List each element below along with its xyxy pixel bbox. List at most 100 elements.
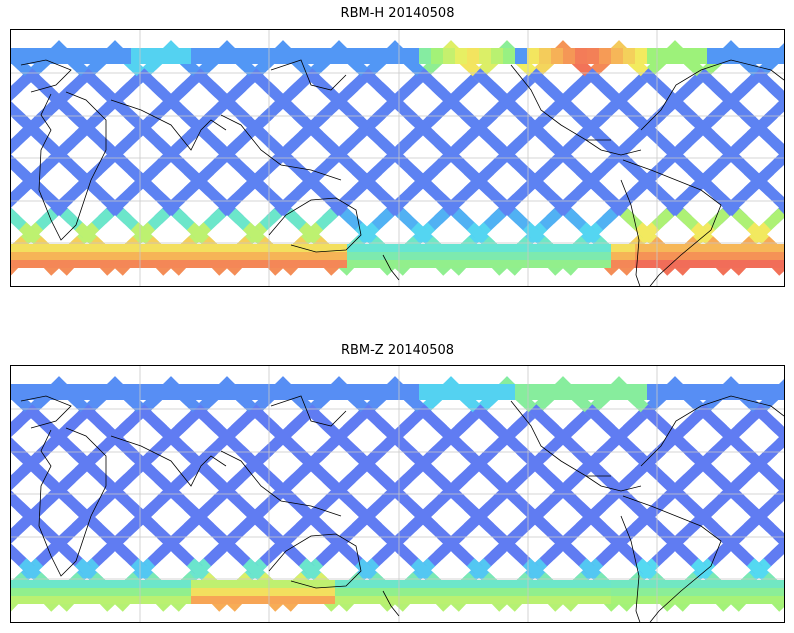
polar-cell [239, 48, 251, 56]
polar-cell [455, 56, 467, 64]
swath-segment [770, 474, 784, 496]
polar-cell [623, 48, 635, 56]
polar-cell [275, 48, 287, 56]
polar-cell [647, 48, 659, 56]
polar-cell [695, 56, 707, 64]
polar-cell [275, 244, 287, 252]
polar-cell [311, 244, 323, 252]
polar-cell [659, 596, 671, 604]
polar-cell [239, 596, 251, 604]
polar-cell [431, 244, 443, 252]
polar-cell [167, 384, 179, 392]
polar-cell [155, 588, 167, 596]
polar-cell [215, 392, 227, 400]
polar-cell [515, 392, 527, 400]
polar-cell [107, 384, 119, 392]
polar-cell [143, 260, 155, 268]
polar-cell [251, 244, 263, 252]
polar-cell [287, 588, 299, 596]
polar-cell [563, 56, 575, 64]
polar-cell [707, 392, 719, 400]
polar-cell [767, 384, 779, 392]
polar-cell [275, 56, 287, 64]
polar-cell [707, 580, 719, 588]
polar-cell [131, 260, 143, 268]
coastline [38, 427, 107, 577]
polar-cell [95, 392, 107, 400]
polar-cell [671, 252, 683, 260]
polar-cell [431, 56, 443, 64]
polar-cell [275, 392, 287, 400]
polar-cell [47, 392, 59, 400]
polar-cell [623, 580, 635, 588]
polar-cell [299, 56, 311, 64]
polar-cell [455, 252, 467, 260]
polar-cell [383, 244, 395, 252]
polar-cell [575, 580, 587, 588]
polar-cell [443, 384, 455, 392]
polar-cell [347, 588, 359, 596]
polar-cell [227, 580, 239, 588]
polar-cell [575, 48, 587, 56]
polar-cell [59, 392, 71, 400]
polar-cell [371, 56, 383, 64]
polar-cell [299, 48, 311, 56]
polar-cell [47, 384, 59, 392]
coastline [268, 197, 362, 253]
polar-cell [191, 244, 203, 252]
polar-cell [671, 260, 683, 268]
polar-cell [719, 252, 731, 260]
polar-cell [671, 588, 683, 596]
polar-cell [611, 48, 623, 56]
polar-cell [359, 48, 371, 56]
polar-cell [539, 252, 551, 260]
polar-cell [611, 56, 623, 64]
polar-cell [395, 384, 407, 392]
polar-cell [443, 48, 455, 56]
polar-cell [635, 244, 647, 252]
polar-cell [539, 580, 551, 588]
polar-cell [251, 392, 263, 400]
polar-cell [131, 596, 143, 604]
polar-cell [215, 596, 227, 604]
polar-cell [695, 596, 707, 604]
polar-cell [431, 392, 443, 400]
polar-cell [71, 48, 83, 56]
polar-cell [347, 580, 359, 588]
polar-cell [59, 384, 71, 392]
polar-cell [467, 596, 479, 604]
polar-cell [755, 392, 767, 400]
polar-cell [731, 384, 743, 392]
coastline [220, 450, 342, 517]
polar-cell [551, 56, 563, 64]
polar-cell [419, 56, 431, 64]
polar-cell [359, 244, 371, 252]
polar-cell [779, 244, 784, 252]
polar-cell [767, 392, 779, 400]
polar-cell [335, 48, 347, 56]
polar-cell [575, 252, 587, 260]
polar-cell [623, 392, 635, 400]
polar-cell [347, 260, 359, 268]
polar-cell [179, 588, 191, 596]
polar-cell [731, 580, 743, 588]
polar-cell [659, 56, 671, 64]
swath-segment [11, 418, 23, 438]
polar-cell [107, 392, 119, 400]
polar-cell [695, 392, 707, 400]
polar-cell [527, 384, 539, 392]
coastlines [20, 395, 784, 622]
polar-cell [167, 392, 179, 400]
polar-cell [743, 244, 755, 252]
polar-cell [299, 588, 311, 596]
polar-cell [443, 580, 455, 588]
polar-cell [167, 260, 179, 268]
polar-cell [683, 56, 695, 64]
polar-cell [227, 48, 239, 56]
polar-cell [203, 252, 215, 260]
polar-cell [107, 596, 119, 604]
polar-cell [779, 588, 784, 596]
swath-segment [767, 418, 784, 442]
polar-cell [551, 588, 563, 596]
polar-cell [311, 580, 323, 588]
